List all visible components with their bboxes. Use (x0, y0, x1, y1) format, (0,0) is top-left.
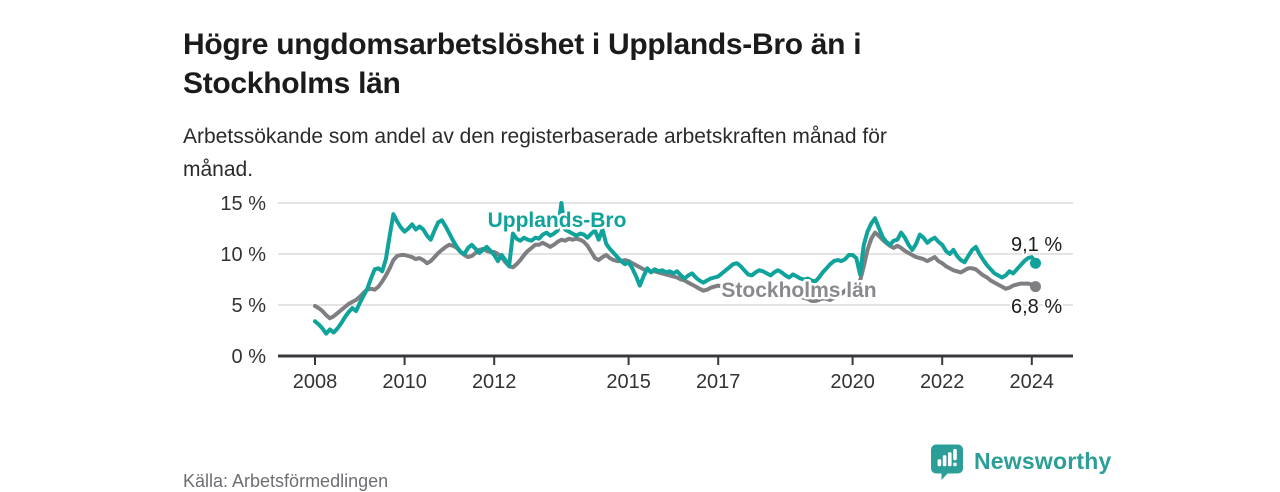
y-axis-tick-label: 10 % (220, 244, 266, 266)
chart-subtitle: Arbetssökande som andel av den registerb… (183, 125, 887, 181)
series-label-upplands-bro: Upplands-Bro (488, 209, 627, 232)
source-note: Källa: Arbetsförmedlingen (183, 471, 389, 491)
x-axis-tick-label: 2008 (293, 371, 338, 393)
x-axis-tick-label: 2024 (1010, 371, 1055, 393)
end-dot-stockholms-lan (1030, 281, 1041, 293)
x-axis-tick-label: 2010 (382, 371, 427, 393)
newsworthy-wordmark: Newsworthy (974, 448, 1112, 474)
y-axis-tick-label: 0 % (232, 346, 267, 368)
end-dot-upplands-bro (1030, 257, 1041, 269)
x-axis-tick-label: 2012 (472, 371, 517, 393)
end-value-label-upplands-bro: 9,1 % (1011, 234, 1062, 256)
newsworthy-icon (929, 443, 965, 480)
newsworthy-logo[interactable]: Newsworthy (929, 443, 1111, 480)
y-axis-tick-label: 5 % (232, 295, 267, 317)
x-axis-tick-label: 2015 (606, 371, 651, 393)
line-stockholms-lan (313, 230, 1038, 321)
page-title: Högre ungdomsarbetslöshet i Upplands-Bro… (183, 28, 862, 101)
x-axis-tick-label: 2017 (696, 371, 741, 393)
line-chart: 15 % 10 % 5 % 0 % 2008 2010 2012 2015 20… (220, 193, 1073, 393)
end-value-label-stockholms-lan: 6,8 % (1011, 296, 1062, 318)
x-axis-tick-label: 2022 (920, 371, 965, 393)
line-upplands-bro (313, 201, 1038, 336)
y-axis-tick-label: 15 % (220, 193, 266, 215)
x-axis-tick-label: 2020 (830, 371, 875, 393)
series-label-stockholms-lan: Stockholms län (721, 279, 876, 302)
